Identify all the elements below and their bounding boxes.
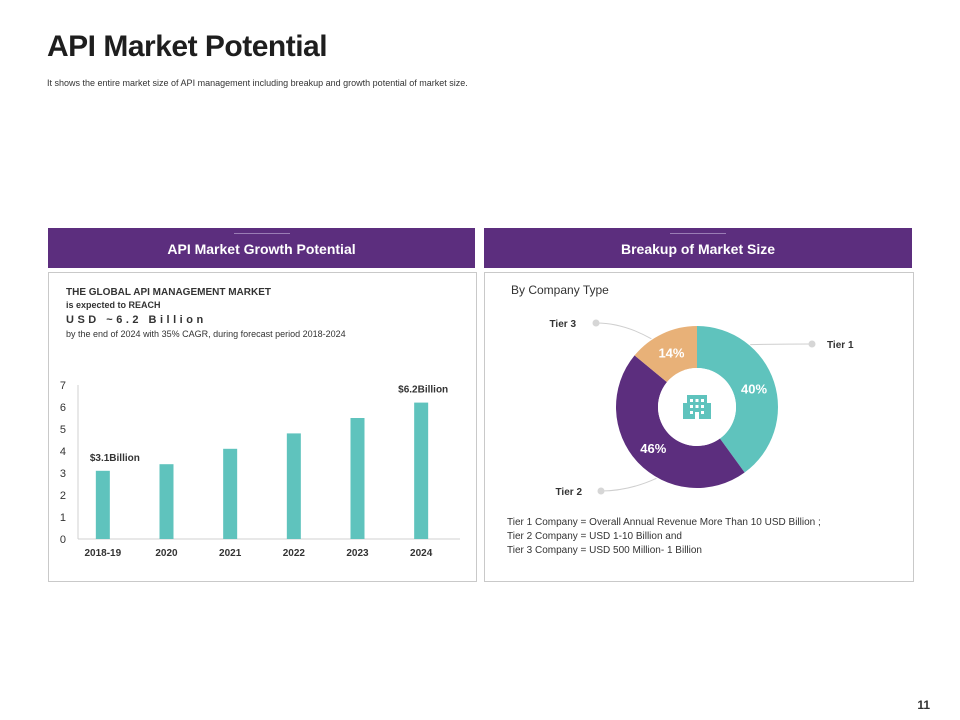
tier-notes: Tier 1 Company = Overall Annual Revenue … (507, 516, 821, 558)
page-subtitle: It shows the entire market size of API m… (47, 78, 468, 88)
x-tick-label: 2020 (155, 548, 178, 559)
y-tick-label: 3 (60, 468, 66, 480)
growth-panel-header: API Market Growth Potential (48, 228, 475, 268)
header-accent-line (670, 233, 726, 234)
tier-note: Tier 3 Company = USD 500 Million- 1 Bill… (507, 545, 702, 556)
page-number: 11 (917, 698, 930, 712)
bar-2018-19 (95, 470, 110, 539)
company-type-label: By Company Type (511, 283, 609, 297)
bar-annotation: $3.1Billion (90, 453, 140, 464)
tier-label: Tier 3 (550, 319, 577, 330)
donut-value-label: 14% (658, 346, 684, 361)
intro-line-4: by the end of 2024 with 35% CAGR, during… (66, 329, 346, 339)
breakup-panel-title: Breakup of Market Size (620, 241, 776, 257)
donut-slice-tier-3 (634, 326, 697, 383)
y-tick-label: 4 (60, 446, 66, 458)
x-tick-label: 2024 (410, 548, 433, 559)
tier-note: Tier 2 Company = USD 1-10 Billion and (507, 531, 682, 542)
growth-bar-chart: 0 1 2 3 4 5 6 7 2018-19 2020 2021 2022 2023 2024 $3.… (60, 380, 460, 559)
breakup-panel-header: Breakup of Market Size (484, 228, 912, 268)
y-tick-label: 2 (60, 490, 66, 502)
x-tick-label: 2018-19 (84, 548, 121, 559)
market-intro: THE GLOBAL API MANAGEMENT MARKET is expe… (66, 286, 346, 341)
y-tick-label: 6 (60, 402, 66, 414)
callout-dot (808, 340, 816, 348)
market-breakup-donut: 40% 46% 14% Tier 1 Tier 2 Tier 3 (550, 319, 854, 498)
growth-panel-title: API Market Growth Potential (167, 241, 356, 257)
y-tick-label: 0 (60, 534, 66, 546)
bar-2021 (223, 448, 238, 539)
bar-2020 (159, 464, 174, 539)
donut-value-label: 40% (741, 381, 767, 396)
callout-line (595, 322, 652, 340)
y-tick-label: 7 (60, 380, 66, 392)
page-title: API Market Potential (47, 30, 328, 63)
tier-label: Tier 2 (556, 487, 583, 498)
bar-2022 (286, 433, 301, 539)
x-tick-label: 2021 (219, 548, 242, 559)
callout-dot (592, 319, 600, 327)
bar-2024 (414, 402, 429, 539)
intro-line-3: USD ~6.2 Billion (66, 314, 207, 326)
x-tick-label: 2022 (283, 548, 306, 559)
bar-annotation: $6.2Billion (398, 385, 448, 396)
intro-line-1: THE GLOBAL API MANAGEMENT MARKET (66, 287, 271, 298)
donut-slice-tier-1 (697, 326, 778, 473)
y-tick-label: 5 (60, 424, 66, 436)
donut-value-label: 46% (640, 441, 666, 456)
x-tick-label: 2023 (346, 548, 369, 559)
y-tick-label: 1 (60, 512, 66, 524)
callout-dot (597, 487, 605, 495)
header-accent-line (233, 233, 290, 234)
callout-line (600, 477, 657, 492)
growth-panel (48, 272, 477, 582)
intro-line-2: is expected to REACH (66, 300, 161, 310)
donut-slice-tier-2 (616, 355, 745, 488)
bar-2023 (350, 418, 365, 539)
callout-line (750, 343, 813, 346)
tier-note: Tier 1 Company = Overall Annual Revenue … (507, 517, 821, 528)
tier-label: Tier 1 (827, 340, 854, 351)
building-icon (658, 368, 736, 446)
